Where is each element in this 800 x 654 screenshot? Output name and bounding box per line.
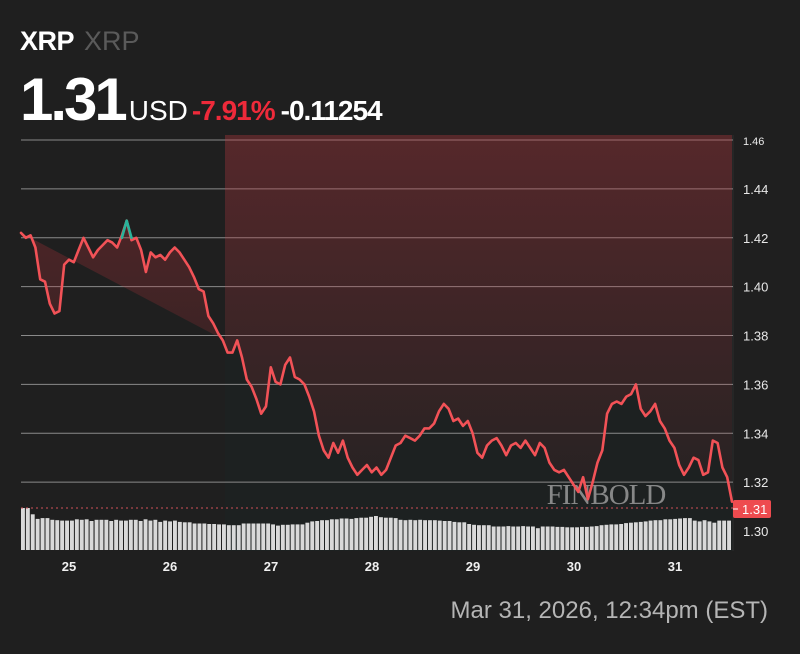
price-line xyxy=(19,219,734,503)
currency-label: USD xyxy=(128,95,188,126)
y-axis-ticks: 1.46 1.44 1.42 1.40 1.38 1.36 1.34 1.32 1.30 xyxy=(743,136,768,539)
asset-name: XRP xyxy=(84,26,140,56)
last-price-badge: 1.31 xyxy=(733,500,771,518)
header-ticker-row: XRP XRP xyxy=(20,26,140,57)
x-tick-label: 30 xyxy=(567,559,581,574)
svg-text:1.31: 1.31 xyxy=(742,502,767,517)
x-tick-label: 29 xyxy=(466,559,480,574)
price-area-fill xyxy=(21,135,732,502)
x-tick-label: 28 xyxy=(365,559,379,574)
y-tick-label: 1.36 xyxy=(743,377,768,392)
change-absolute: -0.11254 xyxy=(280,95,383,126)
y-tick-label: 1.44 xyxy=(743,182,768,197)
y-tick-label: 1.34 xyxy=(743,426,768,441)
price-line-high-segment xyxy=(120,219,133,240)
x-tick-label: 26 xyxy=(163,559,177,574)
volume-bars xyxy=(21,508,731,550)
finbold-watermark: FINBOLD xyxy=(547,479,666,511)
x-tick-label: 31 xyxy=(668,559,682,574)
y-tick-label: 1.32 xyxy=(743,475,768,490)
x-tick-label: 25 xyxy=(62,559,76,574)
timestamp: Mar 31, 2026, 12:34pm (EST) xyxy=(450,597,768,624)
y-tick-label: 1.40 xyxy=(743,280,768,295)
x-axis-ticks: 25 26 27 28 29 30 31 xyxy=(62,559,682,574)
current-price: 1.31 xyxy=(20,66,128,133)
y-tick-label: 1.42 xyxy=(743,231,768,246)
y-tick-label: 1.30 xyxy=(743,524,768,539)
y-tick-label: 1.38 xyxy=(743,329,768,344)
price-row: 1.31 USD -7.91% -0.11254 xyxy=(20,66,383,133)
y-tick-label: 1.46 xyxy=(743,136,764,148)
ticker-symbol: XRP xyxy=(20,26,75,56)
change-percent: -7.91% xyxy=(191,95,276,126)
x-tick-label: 27 xyxy=(264,559,278,574)
